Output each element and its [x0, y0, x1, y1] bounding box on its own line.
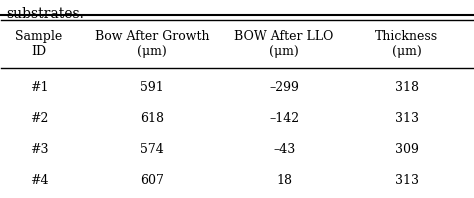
- Text: –142: –142: [269, 112, 299, 125]
- Text: Bow After Growth
(μm): Bow After Growth (μm): [95, 30, 210, 58]
- Text: Thickness
(μm): Thickness (μm): [375, 30, 438, 58]
- Text: 18: 18: [276, 174, 292, 188]
- Text: 313: 313: [395, 174, 419, 188]
- Text: 607: 607: [140, 174, 164, 188]
- Text: BOW After LLO
(μm): BOW After LLO (μm): [235, 30, 334, 58]
- Text: –43: –43: [273, 143, 295, 156]
- Text: Sample
ID: Sample ID: [16, 30, 63, 58]
- Text: 574: 574: [140, 143, 164, 156]
- Text: #1: #1: [30, 81, 48, 94]
- Text: 591: 591: [140, 81, 164, 94]
- Text: 318: 318: [395, 81, 419, 94]
- Text: #2: #2: [30, 112, 48, 125]
- Text: substrates.: substrates.: [6, 7, 84, 21]
- Text: 313: 313: [395, 112, 419, 125]
- Text: 309: 309: [395, 143, 419, 156]
- Text: –299: –299: [269, 81, 299, 94]
- Text: 618: 618: [140, 112, 164, 125]
- Text: #4: #4: [30, 174, 48, 188]
- Text: #3: #3: [30, 143, 48, 156]
